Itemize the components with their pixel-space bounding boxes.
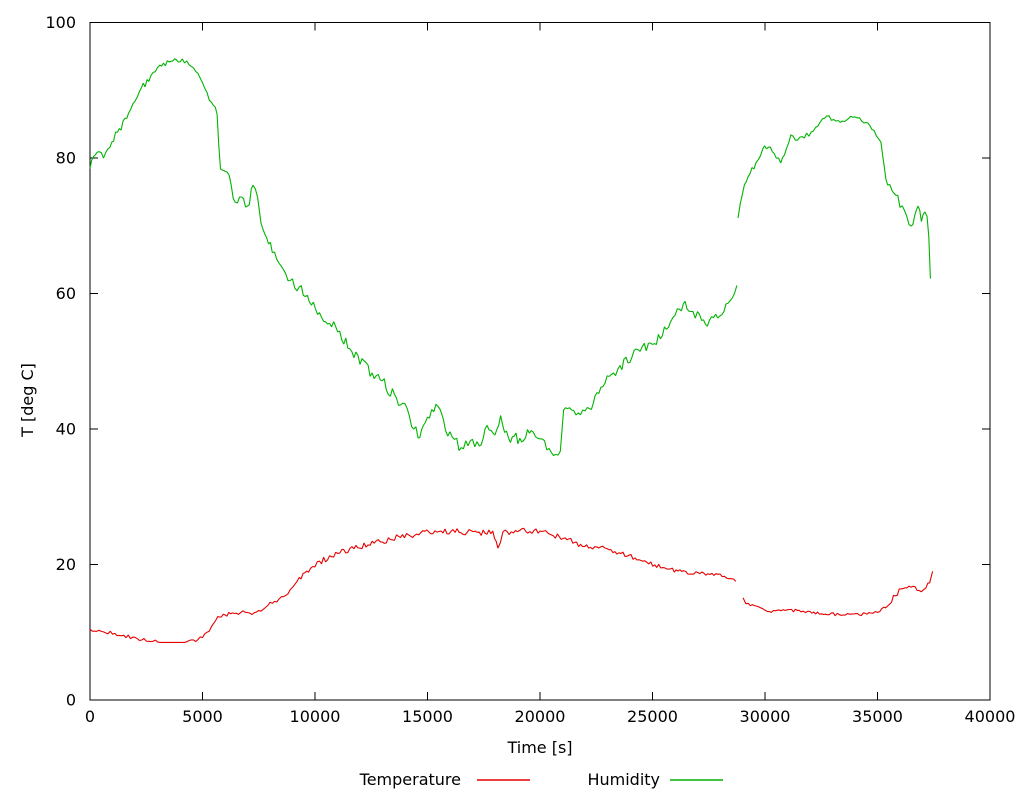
x-tick-label: 10000 [290,707,341,726]
legend: Temperature Humidity [359,770,723,789]
y-tick-label: 40 [56,420,76,439]
x-axis-title: Time [s] [506,738,572,757]
y-axis-title: T [deg C] [18,363,37,438]
axis-ticks [89,22,991,701]
humidity-curve [89,58,738,456]
y-tick-label: 80 [56,149,76,168]
x-tick-label: 0 [85,707,95,726]
x-tick-label: 15000 [402,707,453,726]
x-tick-label: 25000 [627,707,678,726]
legend-temperature-label: Temperature [359,770,461,789]
x-tick-label: 5000 [182,707,223,726]
y-tick-label: 0 [66,691,76,710]
y-tick-label: 100 [45,13,76,32]
x-tick-label: 30000 [740,707,791,726]
y-tick-label: 60 [56,284,76,303]
temperature-curve [742,571,934,617]
legend-humidity-label: Humidity [587,770,660,789]
humidity-curve [737,115,931,279]
plot-border [89,22,991,701]
data-curves [89,58,934,643]
axis-tick-labels: 0 5000 10000 15000 20000 25000 30000 35000 40000… [45,13,1015,726]
y-tick-label: 20 [56,555,76,574]
temperature-curve [89,527,737,643]
x-tick-label: 20000 [515,707,566,726]
x-tick-label: 35000 [852,707,903,726]
x-tick-label: 40000 [965,707,1016,726]
